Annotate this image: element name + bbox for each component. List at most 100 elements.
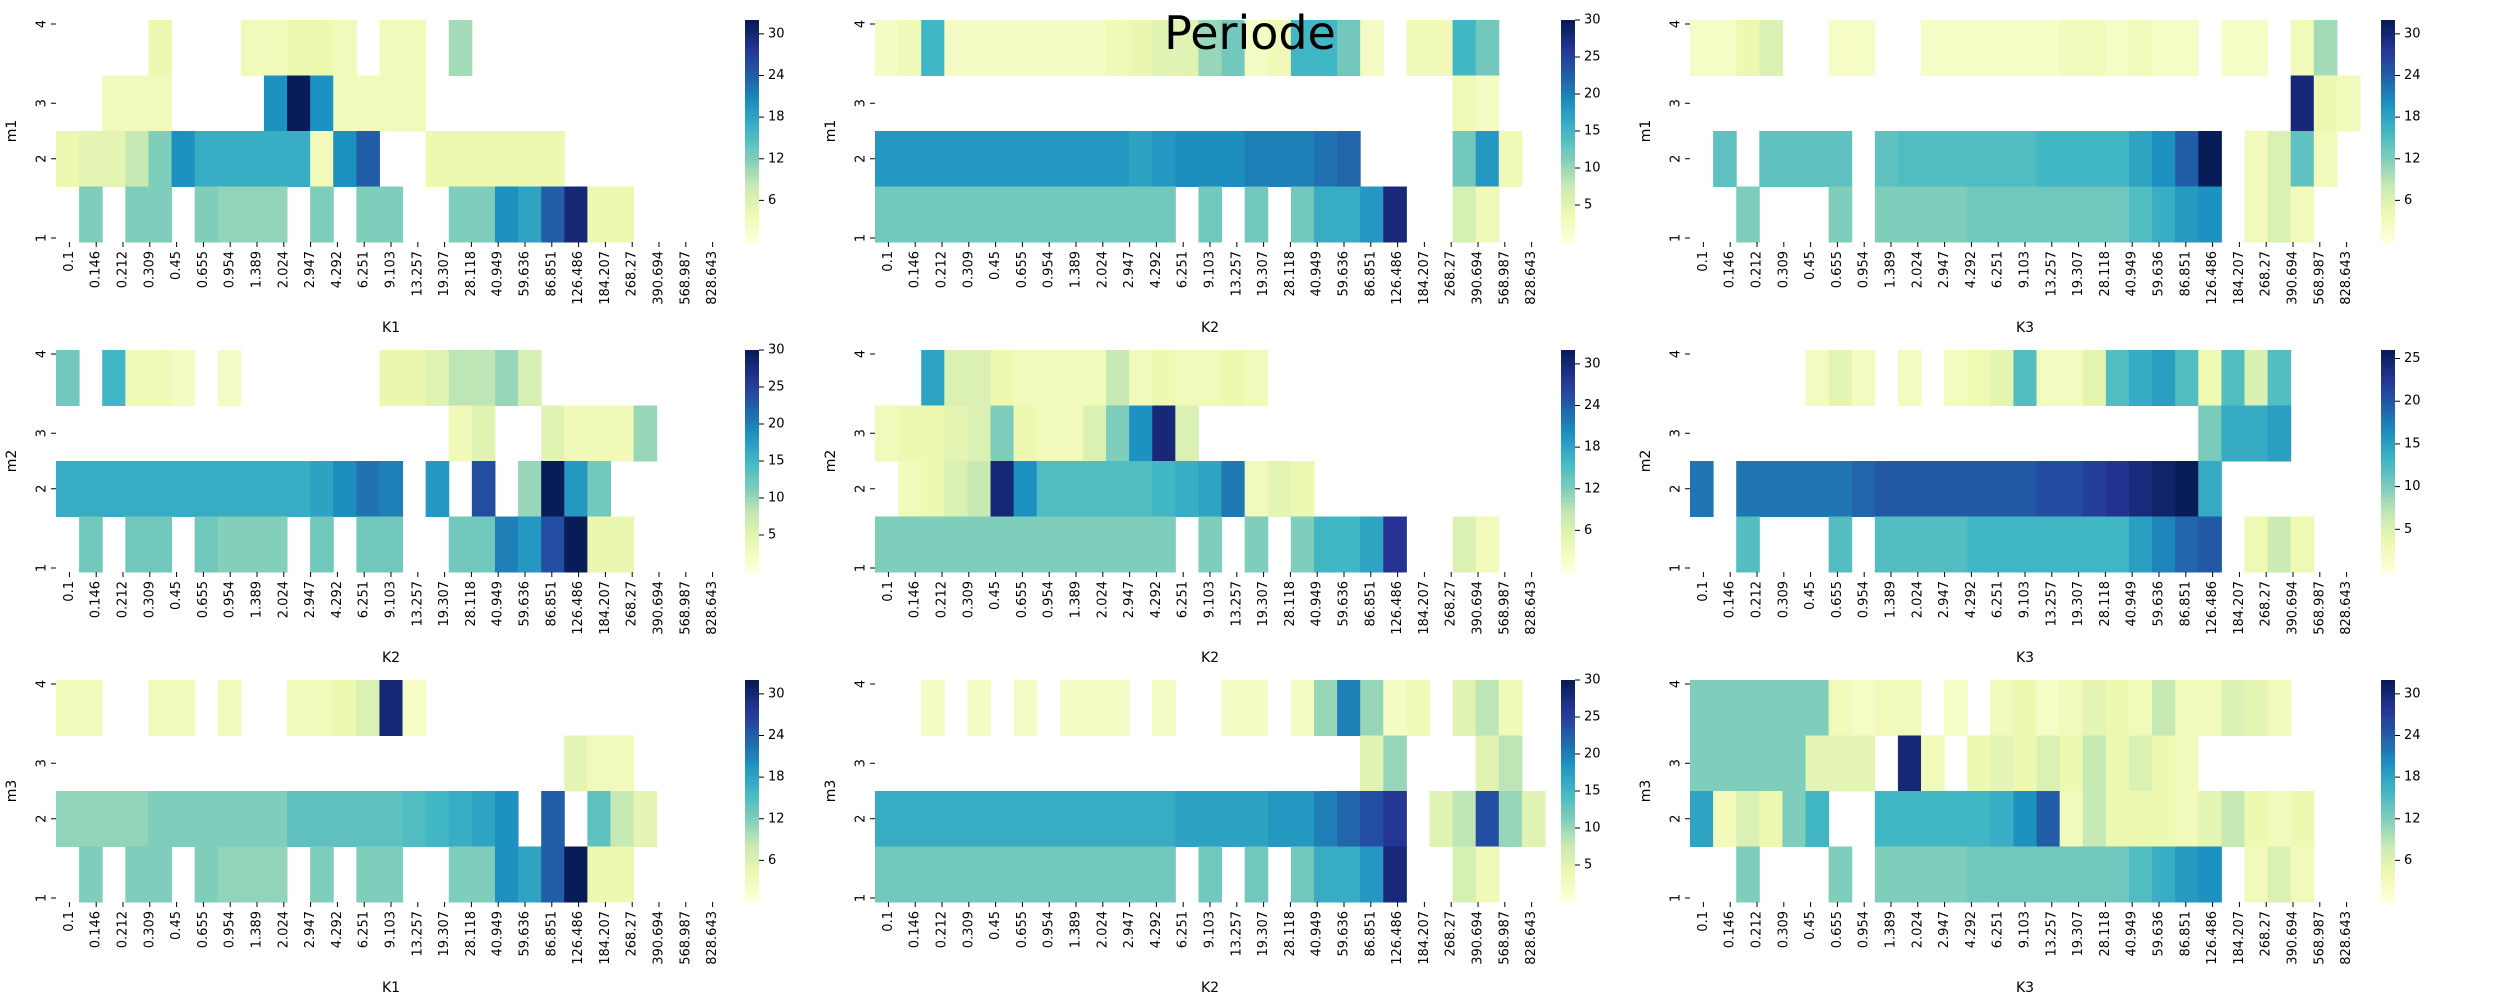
colorbar-segment	[745, 746, 759, 751]
colorbar-segment	[1561, 156, 1575, 162]
heatmap-cell	[2244, 20, 2269, 76]
heatmap-cell	[2013, 791, 2038, 847]
heatmap-cell	[2244, 405, 2269, 462]
colorbar-segment	[745, 505, 759, 510]
colorbar-segment	[1561, 546, 1575, 551]
x-tick-label: 0.146	[89, 251, 104, 288]
heatmap-cell	[1175, 461, 1199, 517]
x-tick-label: 0.309	[961, 251, 976, 288]
heatmap-cell	[1313, 846, 1338, 903]
x-tick-label: 9.103	[1203, 581, 1218, 618]
x-tick-label: 0.1	[1696, 251, 1711, 272]
colorbar-segment	[1561, 90, 1575, 95]
heatmap-cell	[2152, 680, 2176, 736]
heatmap-cell	[2267, 350, 2292, 406]
heatmap-cell	[402, 791, 427, 847]
colorbar-segment	[2381, 887, 2395, 892]
heatmap-cell	[1452, 791, 1477, 847]
colorbar-segment	[2381, 728, 2395, 733]
x-tick-label: 9.103	[2018, 911, 2033, 948]
colorbar-segment	[745, 724, 759, 729]
heatmap-cell	[1175, 405, 1199, 462]
colorbar-segment	[1561, 728, 1575, 733]
heatmap-cell	[990, 350, 1015, 406]
heatmap-cell	[1383, 186, 1407, 243]
heatmap-cell	[2013, 735, 2038, 792]
colorbar-segment	[745, 750, 759, 755]
colorbar-segment	[1561, 401, 1575, 407]
colorbar-segment	[745, 156, 759, 162]
heatmap-cell	[1452, 846, 1477, 903]
heatmap-cell	[1244, 461, 1269, 517]
heatmap-cell	[2128, 846, 2153, 903]
colorbar-segment	[2381, 472, 2395, 477]
colorbar-segment	[2381, 446, 2395, 451]
x-tick-label: 0.1	[881, 581, 896, 602]
colorbar-segment	[1561, 71, 1575, 77]
heatmap-cell	[1782, 131, 1807, 187]
x-tick-label: 28.118	[464, 581, 479, 627]
heatmap-cell	[2175, 735, 2199, 792]
heatmap-cell	[2175, 791, 2199, 847]
colorbar-segment	[2381, 449, 2395, 455]
heatmap-cell	[1152, 350, 1176, 406]
heatmap-cell	[333, 680, 357, 736]
y-axis-label: m2	[823, 450, 839, 473]
colorbar-segment	[2381, 97, 2395, 102]
x-tick-label: 9.103	[1203, 911, 1218, 948]
heatmap-cell	[125, 131, 149, 187]
x-tick-label: 28.118	[2098, 911, 2113, 957]
colorbar-tick-label: 12	[2404, 811, 2421, 826]
heatmap-cell	[1851, 680, 1876, 736]
heatmap-cell	[2105, 791, 2176, 847]
x-tick-label: 9.103	[1203, 251, 1218, 288]
y-tick-label: 2	[35, 815, 50, 823]
colorbar-segment	[1561, 49, 1575, 54]
heatmap-cell	[148, 20, 173, 76]
x-tick-label: 0.146	[89, 581, 104, 618]
colorbar-segment	[2381, 531, 2395, 536]
heatmap-cell	[2244, 350, 2269, 406]
x-tick-label: 126.486	[1390, 911, 1405, 965]
x-tick-label: 13.257	[2044, 581, 2059, 627]
colorbar-segment	[2381, 772, 2395, 777]
y-tick-label: 2	[854, 815, 869, 823]
heatmap-cell	[1475, 516, 1500, 573]
x-tick-label: 0.954	[1042, 251, 1057, 288]
colorbar-segment	[2381, 94, 2395, 99]
heatmap-cell	[125, 516, 173, 573]
colorbar-segment	[2381, 234, 2395, 239]
colorbar-segment	[745, 49, 759, 54]
heatmap-cell	[2082, 680, 2107, 736]
heatmap-cell	[1897, 846, 1968, 903]
colorbar-segment	[1561, 409, 1575, 414]
heatmap-cell	[1290, 186, 1315, 243]
colorbar-segment	[1561, 387, 1575, 392]
x-tick-label: 268.27	[1444, 251, 1459, 297]
heatmap-cell	[990, 461, 1015, 517]
heatmap-cell	[2036, 461, 2084, 517]
heatmap-cell	[564, 846, 588, 903]
colorbar-segment	[1561, 390, 1575, 395]
heatmap-cell	[2313, 131, 2338, 187]
x-tick-label: 59.636	[1337, 251, 1352, 297]
heatmap-cell	[1221, 350, 1246, 406]
y-tick-label: 3	[1669, 429, 1684, 437]
heatmap-cell	[2152, 846, 2176, 903]
colorbar-segment	[1561, 216, 1575, 221]
heatmap-cell	[1244, 680, 1269, 736]
heatmap-cell	[2105, 20, 2130, 76]
colorbar-segment	[1561, 372, 1575, 377]
heatmap-cell	[587, 186, 635, 243]
x-tick-label: 0.212	[1750, 581, 1765, 618]
colorbar-segment	[745, 486, 759, 492]
colorbar-segment	[1561, 560, 1575, 566]
colorbar-segment	[1561, 876, 1575, 881]
x-tick-label: 40.949	[491, 911, 506, 957]
heatmap-cell	[1521, 791, 1546, 847]
colorbar-segment	[1561, 134, 1575, 139]
heatmap-cell	[1736, 20, 1760, 76]
heatmap-cell	[356, 680, 380, 736]
colorbar-segment	[1561, 798, 1575, 803]
